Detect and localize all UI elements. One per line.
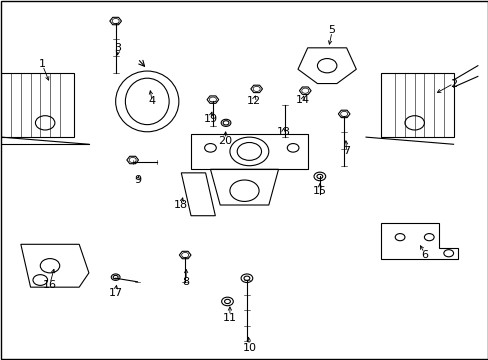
Text: 1: 1 <box>39 59 46 69</box>
Text: 20: 20 <box>218 136 232 146</box>
Text: 19: 19 <box>203 114 217 124</box>
Text: 9: 9 <box>134 175 141 185</box>
Text: 2: 2 <box>449 78 456 89</box>
Text: 12: 12 <box>246 96 261 107</box>
Text: 8: 8 <box>182 277 189 287</box>
Text: 18: 18 <box>174 200 188 210</box>
Text: 4: 4 <box>148 96 155 107</box>
Text: 6: 6 <box>420 250 427 260</box>
Text: 3: 3 <box>114 43 122 53</box>
Text: 11: 11 <box>223 312 236 323</box>
Text: 10: 10 <box>242 343 256 353</box>
Text: 17: 17 <box>108 288 122 297</box>
Text: 14: 14 <box>295 95 309 105</box>
Text: 7: 7 <box>343 147 349 157</box>
Text: 13: 13 <box>276 127 290 137</box>
Text: 15: 15 <box>312 186 326 196</box>
Text: 5: 5 <box>328 25 335 35</box>
Text: 16: 16 <box>43 280 57 291</box>
